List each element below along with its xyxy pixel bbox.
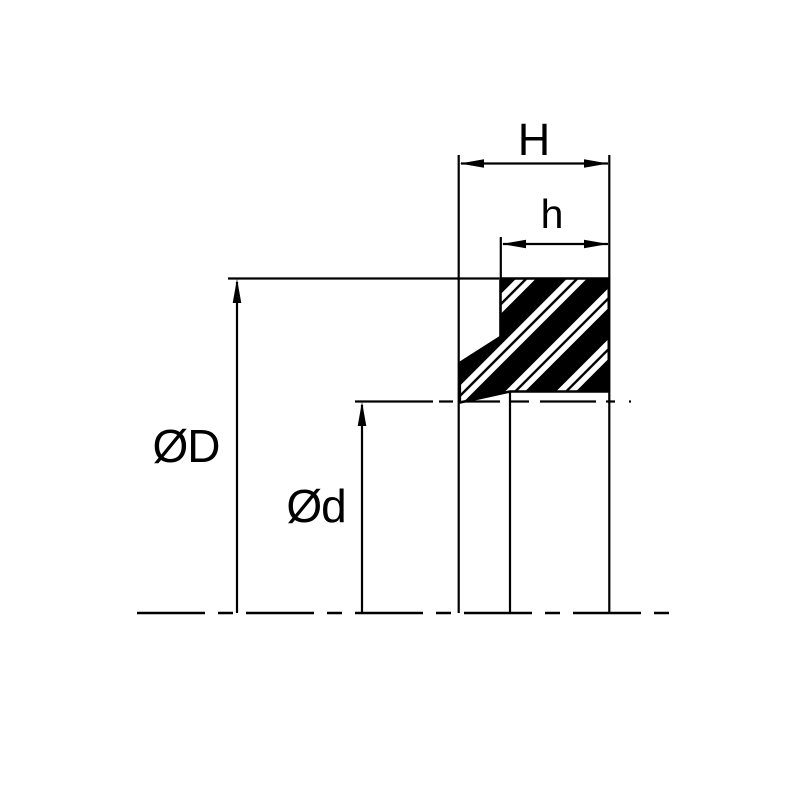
- arrow-right-icon: [584, 159, 609, 168]
- arrow-left-icon: [501, 239, 526, 249]
- dim-label-lip-width: h: [541, 191, 564, 237]
- arrow-up-icon: [357, 401, 367, 426]
- dim-label-overall-width: H: [518, 114, 551, 165]
- dim-label-outer-diameter: ØD: [153, 420, 220, 472]
- arrow-left-icon: [459, 159, 484, 168]
- dim-label-inner-diameter: Ød: [286, 480, 345, 532]
- seal-cross-section: [458, 277, 611, 405]
- arrow-right-icon: [584, 239, 609, 249]
- arrow-up-icon: [232, 278, 242, 303]
